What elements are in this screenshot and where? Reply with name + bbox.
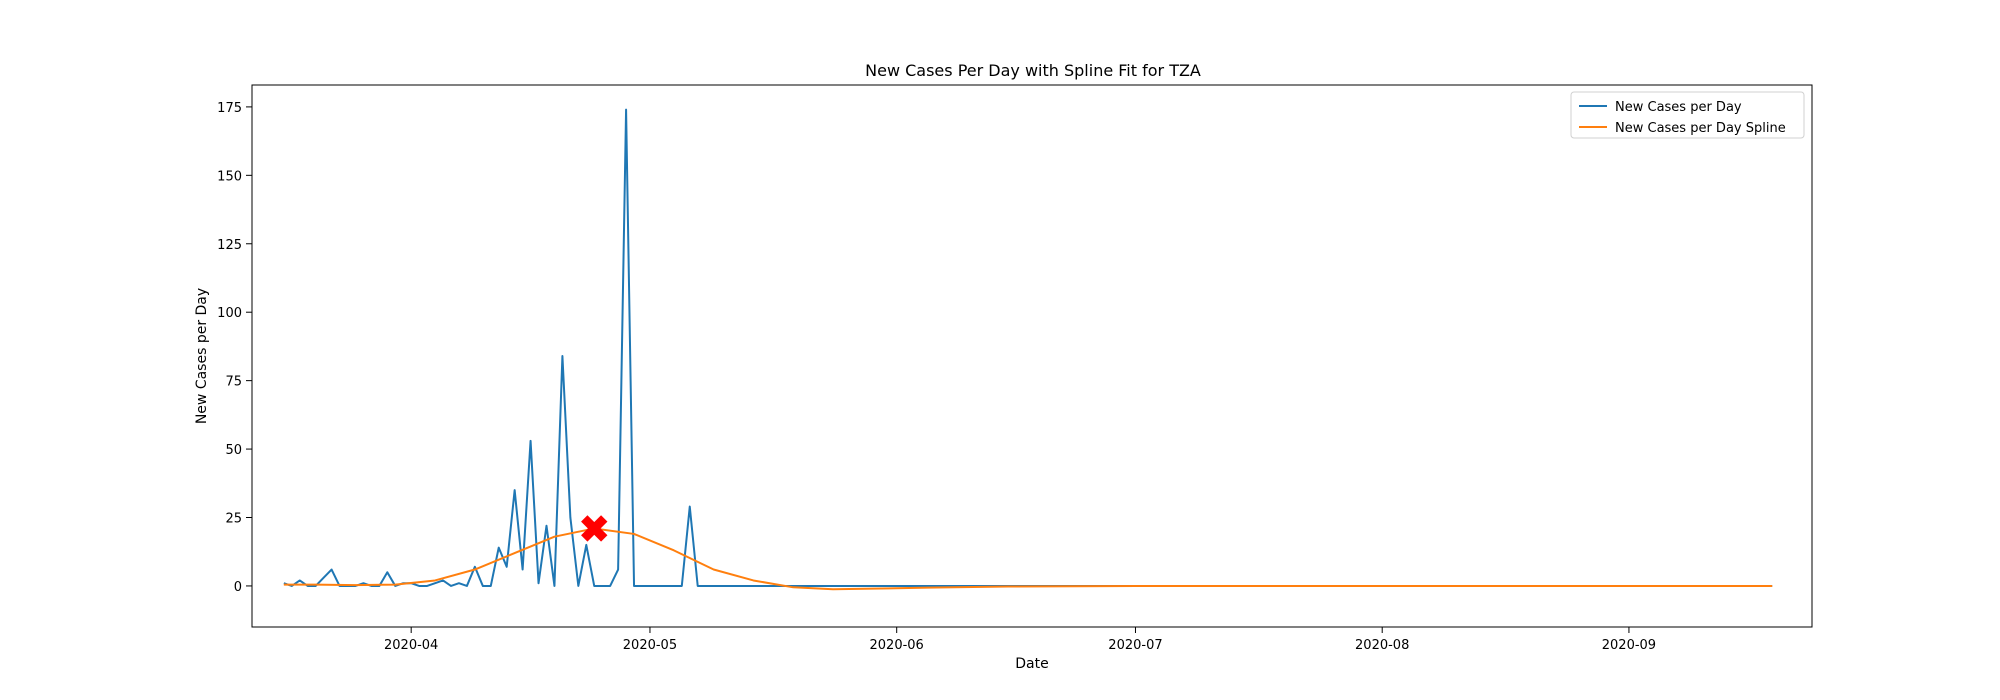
y-axis-title: New Cases per Day <box>194 288 210 424</box>
x-tick-label: 2020-06 <box>870 638 924 653</box>
peak-marker <box>581 515 608 542</box>
y-tick-label: 175 <box>217 101 242 116</box>
y-tick-label: 50 <box>225 443 242 458</box>
y-tick-label: 125 <box>217 238 242 253</box>
x-tick-label: 2020-09 <box>1602 638 1656 653</box>
x-axis-title: Date <box>1015 656 1048 672</box>
y-tick-label: 150 <box>217 169 242 184</box>
series-line-spline <box>283 527 1773 591</box>
y-axis: 0 25 50 75 100 125 150 175 <box>217 101 252 595</box>
plot-frame <box>251 84 1813 628</box>
series-line-new-cases <box>283 108 1773 587</box>
x-tick-label: 2020-04 <box>384 638 438 653</box>
y-tick-label: 0 <box>234 580 242 595</box>
x-axis: 2020-04 2020-05 2020-06 2020-07 2020-08 2020-… <box>384 627 1656 653</box>
x-tick-label: 2020-08 <box>1355 638 1409 653</box>
x-tick-label: 2020-07 <box>1108 638 1162 653</box>
legend: New Cases per Day New Cases per Day Splin… <box>1570 91 1805 139</box>
chart-title: New Cases Per Day with Spline Fit for TZ… <box>865 61 1201 80</box>
y-tick-label: 75 <box>225 375 242 390</box>
y-tick-label: 100 <box>217 306 242 321</box>
legend-label: New Cases per Day <box>1615 100 1742 115</box>
legend-label: New Cases per Day Spline <box>1615 121 1786 136</box>
y-tick-label: 25 <box>225 512 242 527</box>
plot-area <box>283 108 1773 591</box>
x-tick-label: 2020-05 <box>623 638 677 653</box>
legend-box <box>1570 91 1805 139</box>
